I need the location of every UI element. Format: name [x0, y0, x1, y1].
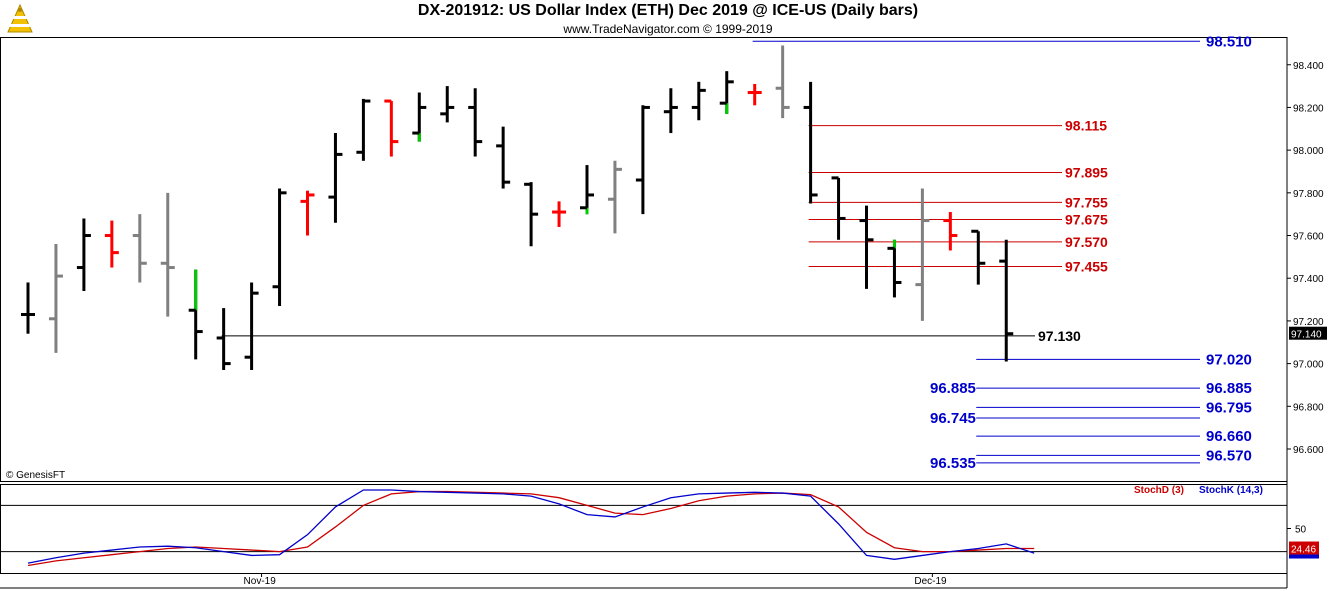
- ohlc-bar: [524, 182, 539, 247]
- stoch-last-box-k: [1289, 554, 1319, 559]
- y-tick-label: 98.000: [1293, 146, 1324, 157]
- ohlc-bar: [607, 160, 622, 234]
- stochk-line: [27, 489, 1035, 564]
- level-label-left: 96.535: [930, 455, 976, 472]
- ohlc-bar: [468, 88, 483, 157]
- ohlc-bar: [635, 105, 650, 215]
- legend-stochk: StochK (14,3): [1199, 485, 1263, 496]
- ohlc-bar: [831, 176, 846, 240]
- ohlc-bar: [719, 71, 734, 114]
- chart-subtitle: www.TradeNavigator.com © 1999-2019: [563, 22, 773, 36]
- level-label: 97.570: [1065, 234, 1108, 250]
- trade-navigator-logo-icon: [7, 3, 33, 33]
- ohlc-bar: [384, 99, 399, 157]
- ohlc-bar: [48, 244, 63, 353]
- level-label: 98.510: [1206, 33, 1252, 50]
- ohlc-bar: [803, 81, 818, 204]
- ohlc-bar: [356, 98, 371, 161]
- stochastic-panel-frame: [0, 484, 1288, 574]
- level-label-left: 96.745: [930, 410, 976, 427]
- stoch-last-box: [1289, 541, 1319, 555]
- level-label: 97.455: [1065, 258, 1108, 274]
- ohlc-bar: [76, 218, 91, 292]
- y-tick-label: 97.200: [1293, 317, 1324, 328]
- ohlc-bar: [132, 214, 147, 283]
- level-label: 96.660: [1206, 428, 1252, 445]
- y-tick-label: 97.400: [1293, 274, 1324, 285]
- ohlc-bar: [747, 83, 762, 106]
- ohlc-bar: [104, 220, 119, 268]
- ohlc-bar: [775, 45, 790, 119]
- ohlc-bar: [915, 188, 930, 321]
- y-tick-label: 97.600: [1293, 232, 1324, 243]
- ohlc-bar: [859, 205, 874, 289]
- stochd-line: [27, 490, 1035, 567]
- y-tick-label: 97.800: [1293, 189, 1324, 200]
- ohlc-bar: [440, 86, 455, 123]
- ohlc-bar: [21, 282, 35, 334]
- ohlc-bar: [580, 165, 594, 215]
- ohlc-bar: [328, 133, 343, 223]
- ohlc-bar: [943, 212, 958, 251]
- level-label: 96.885: [1206, 380, 1252, 397]
- level-label: 97.755: [1065, 194, 1108, 210]
- x-tick-label: Nov-19: [244, 576, 277, 587]
- stoch-last-label: 24.46: [1291, 545, 1316, 556]
- x-tick-label: Dec-19: [914, 576, 947, 587]
- y-tick-label: 98.200: [1293, 103, 1324, 114]
- ohlc-bar: [887, 239, 902, 298]
- level-label: 98.115: [1065, 118, 1107, 134]
- ohlc-bar: [691, 81, 706, 121]
- level-label-left: 96.885: [930, 380, 976, 397]
- ohlc-bar: [999, 239, 1014, 362]
- last-price-label: 97.140: [1291, 330, 1322, 341]
- genesis-watermark: © GenesisFT: [6, 470, 65, 481]
- level-label: 97.895: [1065, 165, 1108, 181]
- level-label: 96.795: [1206, 399, 1252, 416]
- ohlc-bar: [552, 201, 567, 227]
- ohlc-bar: [663, 88, 678, 134]
- ohlc-bar: [188, 269, 203, 360]
- ohlc-bar: [300, 190, 315, 236]
- ohlc-bar: [971, 229, 986, 285]
- ohlc-bar: [216, 308, 231, 370]
- level-label: 97.675: [1065, 212, 1108, 228]
- chart-title: DX-201912: US Dollar Index (ETH) Dec 201…: [417, 2, 919, 19]
- ohlc-bar: [412, 92, 427, 142]
- stoch-tick-label: 50: [1295, 525, 1307, 536]
- y-tick-label: 97.000: [1293, 360, 1324, 371]
- last-price-box: [1289, 326, 1327, 340]
- ohlc-bar: [244, 282, 259, 370]
- ohlc-bar: [160, 192, 175, 317]
- y-tick-label: 96.600: [1293, 445, 1324, 456]
- level-label: 97.020: [1206, 351, 1252, 368]
- ohlc-bar: [272, 188, 287, 306]
- legend-stochd: StochD (3): [1134, 485, 1184, 496]
- y-tick-label: 96.800: [1293, 402, 1324, 413]
- level-label: 96.570: [1206, 447, 1252, 464]
- ohlc-bar: [496, 126, 511, 189]
- y-tick-label: 98.400: [1293, 61, 1324, 72]
- level-label: 97.130: [1038, 328, 1081, 344]
